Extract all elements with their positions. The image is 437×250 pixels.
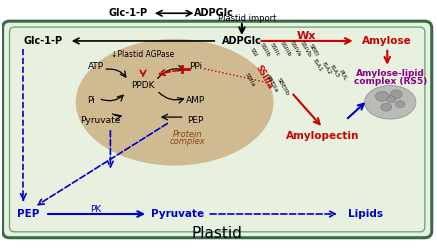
Text: PPDK: PPDK xyxy=(131,81,155,90)
Text: Protein: Protein xyxy=(173,130,202,140)
Text: Amylose-lipid: Amylose-lipid xyxy=(356,69,425,78)
Text: Amylopectin: Amylopectin xyxy=(286,131,360,141)
Text: AMP: AMP xyxy=(186,96,205,105)
Text: SSIIIa: SSIIIa xyxy=(254,63,275,90)
Text: Pi: Pi xyxy=(87,96,94,105)
Text: SSIVb: SSIVb xyxy=(298,40,312,58)
Text: SBEI: SBEI xyxy=(308,43,319,58)
FancyBboxPatch shape xyxy=(3,21,432,238)
Text: Plastid import: Plastid import xyxy=(218,14,276,23)
Text: ISA2: ISA2 xyxy=(320,61,331,76)
Text: ↓Plastid AGPase: ↓Plastid AGPase xyxy=(111,50,175,59)
Text: PK: PK xyxy=(90,204,101,214)
Ellipse shape xyxy=(76,39,274,166)
Ellipse shape xyxy=(395,101,405,108)
Text: Amylose: Amylose xyxy=(362,36,412,46)
Ellipse shape xyxy=(390,90,402,99)
Text: SBEIIb: SBEIIb xyxy=(275,77,290,96)
Text: Plastid: Plastid xyxy=(192,226,243,241)
Text: Wx: Wx xyxy=(296,31,316,41)
Text: SSIIc: SSIIc xyxy=(269,42,281,58)
Text: SBEIIa: SBEIIa xyxy=(265,74,279,93)
Text: ATP: ATP xyxy=(87,62,104,71)
Ellipse shape xyxy=(387,96,395,103)
Ellipse shape xyxy=(364,86,416,119)
Text: SSIIb: SSIIb xyxy=(259,42,271,58)
Text: complex (RS5): complex (RS5) xyxy=(354,77,427,86)
Text: PUL: PUL xyxy=(338,69,348,82)
Text: PPi: PPi xyxy=(189,62,202,71)
Text: ISA1: ISA1 xyxy=(311,58,323,72)
Text: PEP: PEP xyxy=(17,209,39,219)
Text: Lipids: Lipids xyxy=(348,209,383,219)
Text: SSI: SSI xyxy=(249,47,258,58)
Text: SSIVa: SSIVa xyxy=(288,40,302,58)
Text: Pyruvate: Pyruvate xyxy=(80,116,121,124)
Text: ADPGlc: ADPGlc xyxy=(194,8,234,18)
Text: PEP: PEP xyxy=(187,116,204,124)
Text: SSIIa: SSIIa xyxy=(244,72,256,88)
Text: complex: complex xyxy=(170,137,205,146)
Text: Glc-1-P: Glc-1-P xyxy=(109,8,148,18)
Text: SSIIIb: SSIIIb xyxy=(278,40,291,58)
Text: ISA3: ISA3 xyxy=(329,64,340,78)
Text: Glc-1-P: Glc-1-P xyxy=(24,36,62,46)
Ellipse shape xyxy=(375,92,389,101)
Text: ADPGlc: ADPGlc xyxy=(222,36,262,46)
Text: Pyruvate: Pyruvate xyxy=(151,209,204,219)
Ellipse shape xyxy=(381,103,392,111)
